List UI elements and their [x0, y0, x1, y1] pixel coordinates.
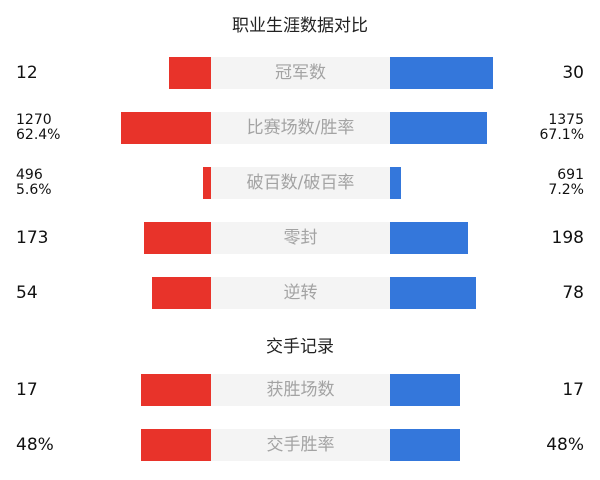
left-value-line: 48%	[16, 435, 54, 455]
left-value-line: 54	[16, 283, 38, 303]
right-value: 17	[562, 374, 584, 406]
stat-row: 逆转 54 78	[0, 277, 600, 309]
left-value-line: 1270	[16, 112, 52, 128]
stat-row: 零封 173 198	[0, 222, 600, 254]
left-value-line: 17	[16, 380, 38, 400]
left-value: 48%	[16, 429, 54, 461]
stat-label: 交手胜率	[211, 429, 390, 461]
left-value-line: 173	[16, 228, 49, 248]
right-value-line: 7.2%	[548, 182, 584, 198]
right-value: 78	[562, 277, 584, 309]
right-value-line: 30	[562, 63, 584, 83]
left-value: 12	[16, 57, 38, 89]
right-bar	[390, 277, 476, 309]
stat-label: 获胜场数	[211, 374, 390, 406]
right-value-line: 78	[562, 283, 584, 303]
left-bar	[152, 277, 211, 309]
stat-label: 零封	[211, 222, 390, 254]
right-bar	[390, 167, 401, 199]
right-value-line: 1375	[548, 112, 584, 128]
stat-row: 比赛场数/胜率 1270 62.4% 1375 67.1%	[0, 112, 600, 144]
right-bar	[390, 374, 460, 406]
stat-label: 比赛场数/胜率	[211, 112, 390, 144]
right-bar	[390, 429, 460, 461]
stat-label: 破百数/破百率	[211, 167, 390, 199]
right-bar	[390, 112, 487, 144]
right-value-line: 198	[551, 228, 584, 248]
stat-row: 破百数/破百率 496 5.6% 691 7.2%	[0, 167, 600, 199]
right-bar	[390, 222, 468, 254]
left-value: 17	[16, 374, 38, 406]
right-value: 1375 67.1%	[540, 113, 584, 143]
career-title: 职业生涯数据对比	[232, 16, 368, 36]
stat-row: 获胜场数 17 17	[0, 374, 600, 406]
right-value-line: 48%	[546, 435, 584, 455]
left-value-line: 5.6%	[16, 182, 52, 198]
right-value: 198	[552, 222, 584, 254]
right-value-line: 67.1%	[539, 127, 584, 143]
left-value-line: 496	[16, 167, 43, 183]
left-value: 54	[16, 277, 38, 309]
stat-row: 交手胜率 48% 48%	[0, 429, 600, 461]
left-bar	[169, 57, 211, 89]
right-value-line: 691	[557, 167, 584, 183]
left-bar	[144, 222, 211, 254]
stat-row: 冠军数 12 30	[0, 57, 600, 89]
left-bar	[121, 112, 211, 144]
left-bar	[141, 429, 211, 461]
right-value: 48%	[546, 429, 584, 461]
stat-label: 逆转	[211, 277, 390, 309]
left-value-line: 62.4%	[16, 127, 61, 143]
right-value: 691 7.2%	[548, 168, 584, 198]
left-bar	[141, 374, 211, 406]
h2h-title: 交手记录	[266, 337, 334, 357]
left-value: 496 5.6%	[16, 168, 52, 198]
left-value-line: 12	[16, 63, 38, 83]
left-value: 1270 62.4%	[16, 113, 60, 143]
right-value: 30	[562, 57, 584, 89]
left-value: 173	[16, 222, 48, 254]
right-bar	[390, 57, 493, 89]
stat-label: 冠军数	[211, 57, 390, 89]
right-value-line: 17	[562, 380, 584, 400]
left-bar	[203, 167, 211, 199]
